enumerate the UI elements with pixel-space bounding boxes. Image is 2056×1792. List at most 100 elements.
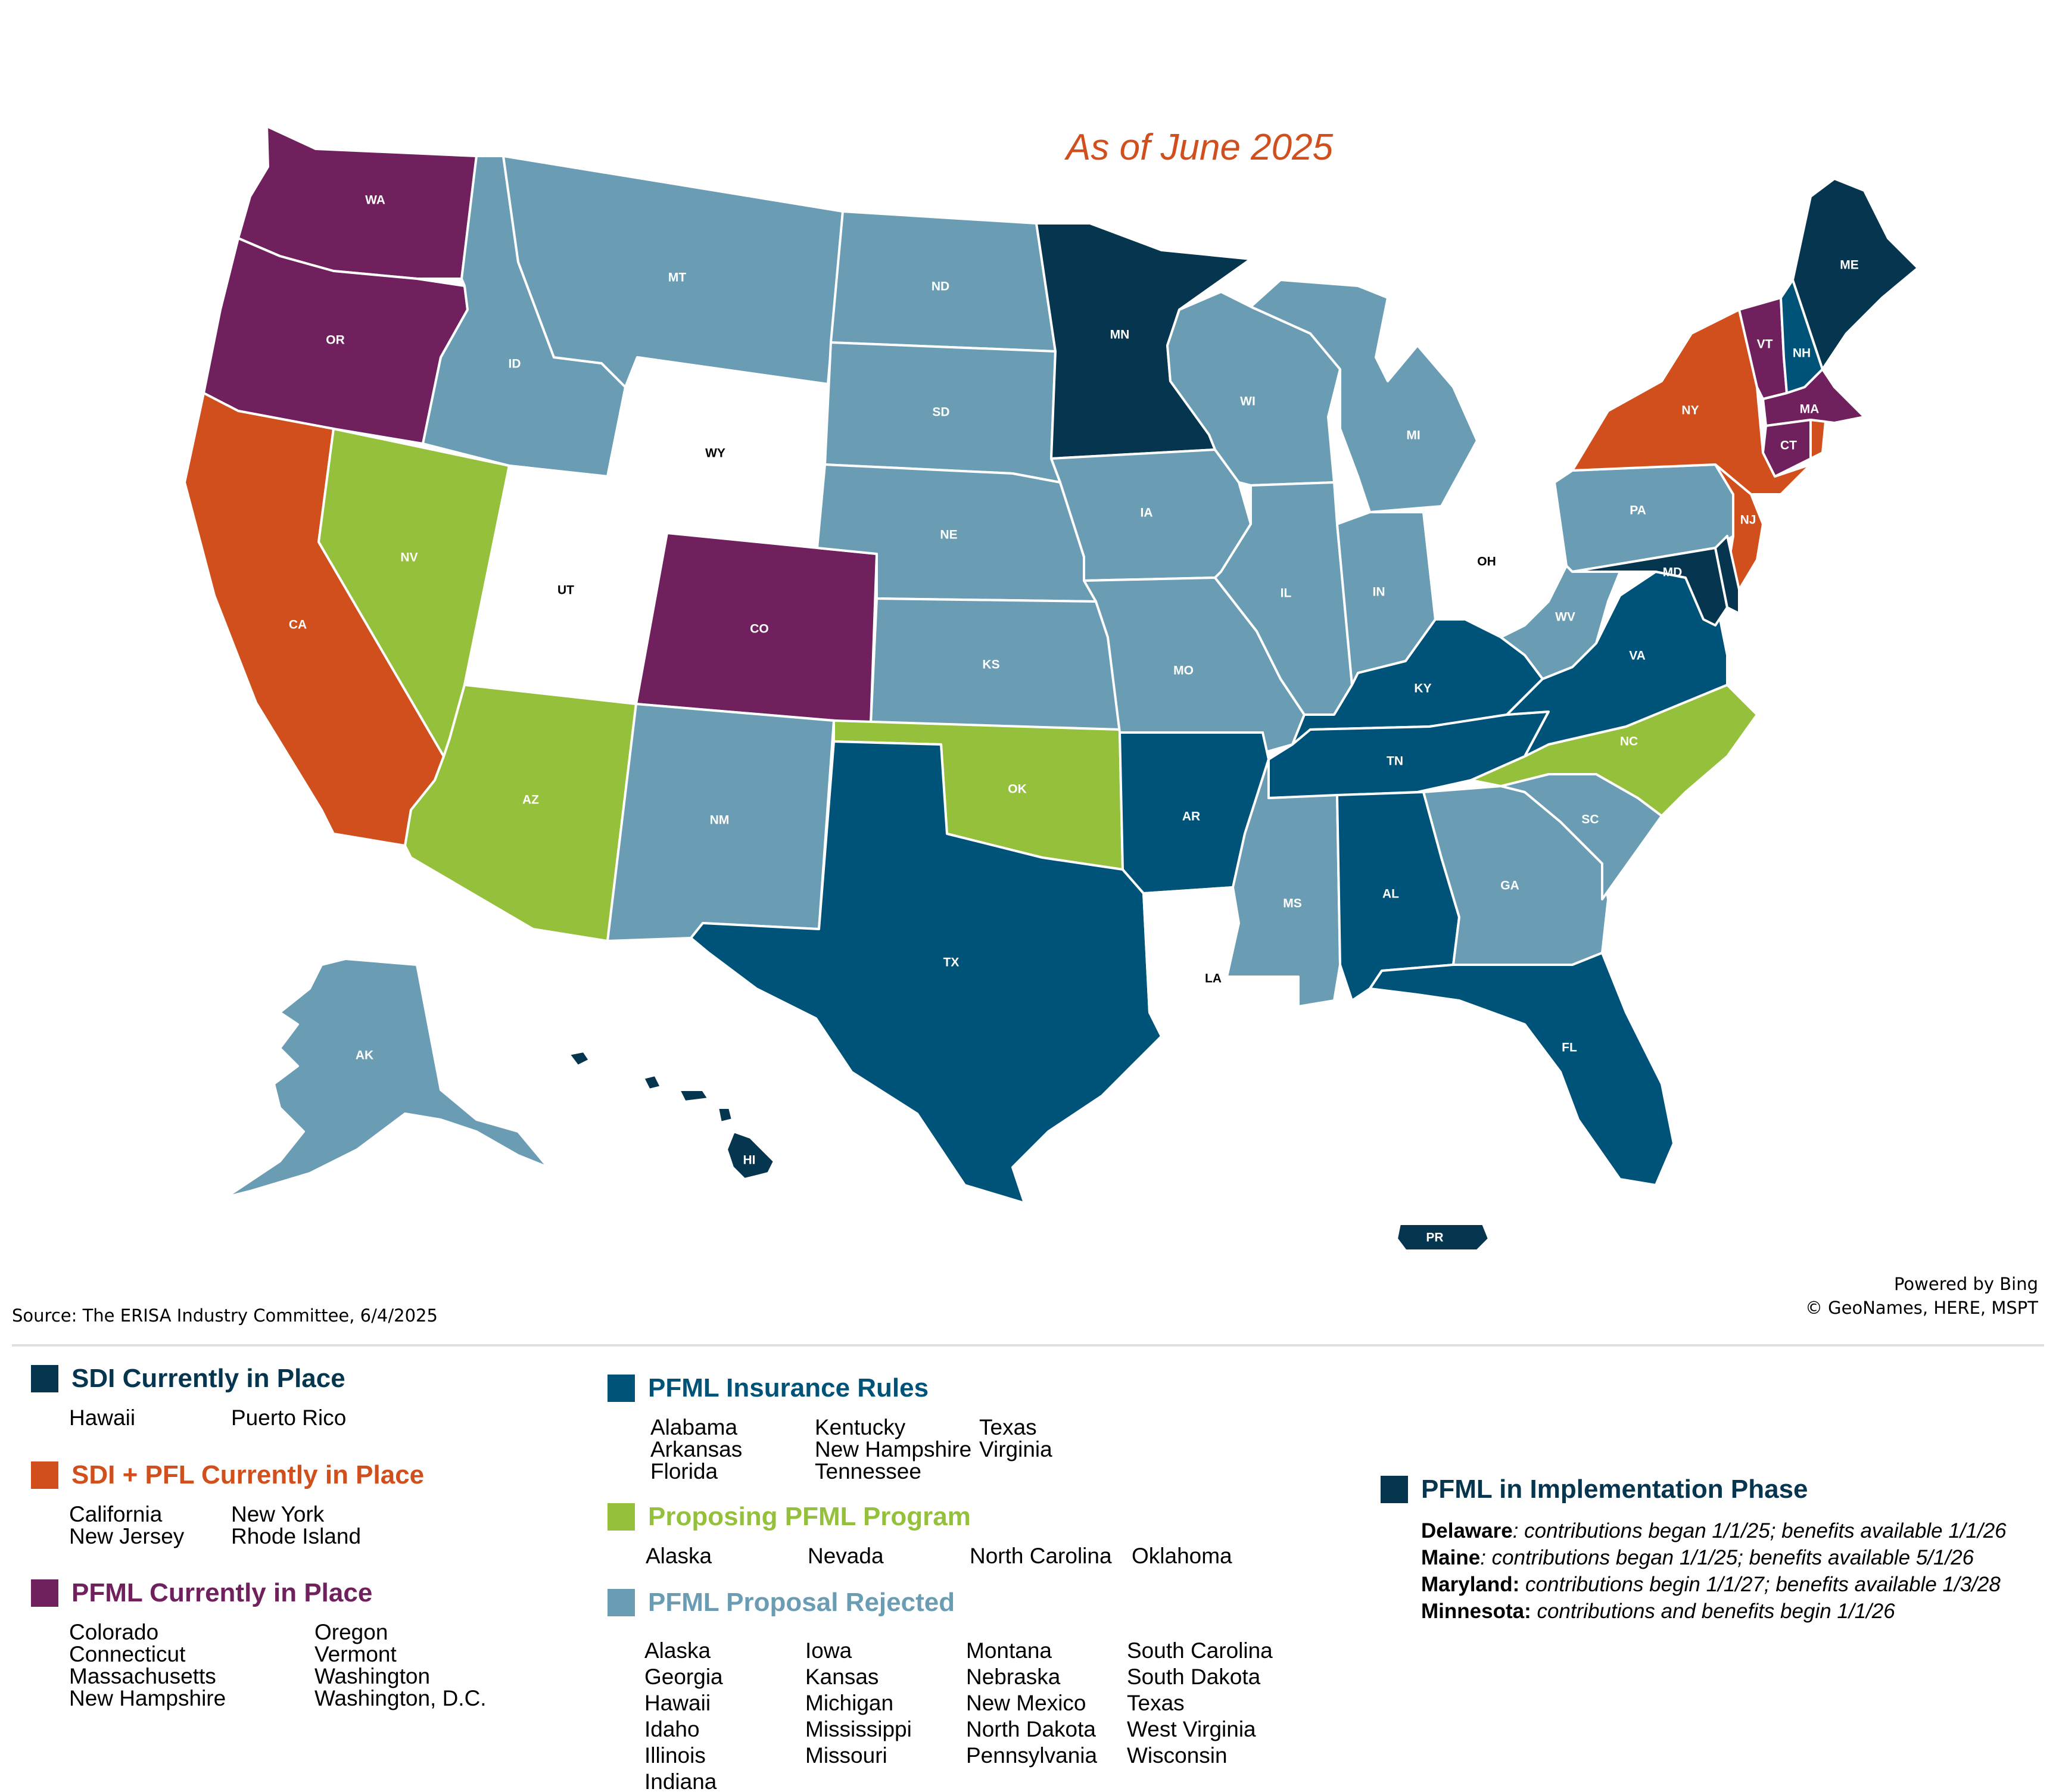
legend-item: New Hampshire	[815, 1437, 972, 1461]
legend-swatch	[608, 1589, 635, 1616]
legend-item: Connecticut	[69, 1642, 186, 1666]
legend-item: Iowa	[805, 1638, 852, 1663]
label-OK: OK	[1008, 783, 1027, 796]
legend-item: Oklahoma	[1132, 1544, 1232, 1568]
label-KY: KY	[1414, 682, 1431, 696]
label-TN: TN	[1387, 755, 1403, 768]
legend-list: California New Jersey New York Rhode Isl…	[31, 1503, 424, 1547]
legend-item: Michigan	[805, 1691, 894, 1715]
label-IN: IN	[1373, 585, 1385, 599]
legend-item: New Mexico	[966, 1691, 1086, 1715]
legend-item: Florida	[650, 1459, 718, 1484]
legend-item: Wisconsin	[1127, 1743, 1228, 1768]
label-HI: HI	[743, 1154, 756, 1167]
label-PR: PR	[1426, 1231, 1443, 1245]
label-MS: MS	[1283, 897, 1302, 911]
label-WY: WY	[705, 447, 725, 460]
label-LA: LA	[1205, 972, 1222, 986]
legend-item: Indiana	[644, 1769, 717, 1792]
legend-list: Alabama Arkansas Florida Kentucky New Ha…	[608, 1416, 1052, 1482]
implementation-state: Maine	[1421, 1546, 1481, 1569]
legend-title: SDI Currently in Place	[71, 1364, 345, 1393]
legend-item: New Jersey	[69, 1524, 185, 1548]
implementation-state: Minnesota:	[1421, 1600, 1531, 1623]
state-PR	[1395, 1223, 1490, 1252]
legend-item: Arkansas	[650, 1437, 743, 1461]
legend-item: Hawaii	[644, 1691, 711, 1715]
legend-sdi-pfl: SDI + PFL Currently in Place California …	[31, 1460, 424, 1547]
label-TX: TX	[943, 956, 960, 970]
label-NJ: NJ	[1740, 513, 1756, 527]
label-AK: AK	[356, 1049, 373, 1062]
label-CO: CO	[750, 622, 769, 636]
state-TX	[690, 740, 1163, 1204]
implementation-detail: : contributions began 1/1/25; benefits a…	[1512, 1519, 2007, 1542]
legend-item: Washington	[314, 1664, 431, 1688]
legend-list: Colorado Connecticut Massachusetts New H…	[31, 1621, 487, 1709]
label-VA: VA	[1629, 649, 1646, 663]
legend-item: Colorado	[69, 1620, 159, 1644]
legend-swatch	[1381, 1476, 1408, 1503]
state-labels: WA OR CA NV ID MT WY UT AZ CO NM ND SD N…	[289, 194, 1859, 1245]
copyright-text: © GeoNames, HERE, MSPT	[1805, 1298, 2038, 1318]
implementation-details: Delaware: contributions began 1/1/25; be…	[1381, 1517, 2007, 1625]
legend-item: Texas	[1127, 1691, 1185, 1715]
label-OR: OR	[326, 334, 345, 347]
label-SC: SC	[1581, 813, 1599, 827]
legend-swatch	[608, 1375, 635, 1402]
legend-item: Alaska	[644, 1638, 711, 1663]
legend-item: California	[69, 1502, 163, 1526]
legend-item: Massachusetts	[69, 1664, 216, 1688]
implementation-detail: contributions begin 1/1/27; benefits ava…	[1519, 1573, 2001, 1596]
legend-list: Alaska Georgia Hawaii Idaho Illinois Ind…	[608, 1638, 1273, 1792]
legend-item: Georgia	[644, 1665, 723, 1689]
label-NE: NE	[940, 528, 957, 542]
label-IL: IL	[1281, 587, 1292, 600]
state-FL	[1369, 952, 1675, 1186]
label-ME: ME	[1840, 258, 1859, 272]
label-KS: KS	[982, 658, 999, 672]
legend-item: North Dakota	[966, 1717, 1096, 1741]
legend-title: PFML in Implementation Phase	[1421, 1475, 1808, 1504]
legend-item: Missouri	[805, 1743, 887, 1768]
legend-item: Hawaii	[69, 1405, 136, 1430]
label-MI: MI	[1406, 429, 1420, 442]
label-CT: CT	[1780, 439, 1797, 453]
legend-item: North Carolina	[970, 1544, 1112, 1568]
us-pfml-map: WA OR CA NV ID MT WY UT AZ CO NM ND SD N…	[183, 125, 1919, 1252]
label-NC: NC	[1620, 735, 1638, 749]
legend-item: Washington, D.C.	[314, 1686, 487, 1710]
state-IL	[1214, 481, 1353, 716]
label-SD: SD	[932, 406, 949, 419]
state-ME	[1792, 177, 1919, 370]
legend-item: South Carolina	[1127, 1638, 1273, 1663]
implementation-row: Maryland: contributions begin 1/1/27; be…	[1421, 1571, 2007, 1598]
legend-item: Pennsylvania	[966, 1743, 1098, 1768]
label-NY: NY	[1681, 404, 1699, 417]
legend-title: PFML Proposal Rejected	[648, 1588, 955, 1617]
legend-item: Alaska	[646, 1544, 712, 1568]
implementation-state: Maryland:	[1421, 1573, 1520, 1596]
legend-rejected: PFML Proposal Rejected Alaska Georgia Ha…	[608, 1588, 1273, 1792]
legend-item: Tennessee	[815, 1459, 921, 1484]
label-ND: ND	[932, 280, 949, 294]
legend-item: Nevada	[808, 1544, 884, 1568]
legend-item: New York	[231, 1502, 325, 1526]
label-MD: MD	[1663, 566, 1683, 579]
legend-item: Texas	[979, 1415, 1037, 1439]
label-NM: NM	[710, 814, 730, 827]
legend-divider	[12, 1344, 2044, 1347]
legend-insurance-rules: PFML Insurance Rules Alabama Arkansas Fl…	[608, 1373, 1052, 1482]
legend-title: SDI + PFL Currently in Place	[71, 1460, 425, 1489]
label-WV: WV	[1555, 610, 1575, 624]
legend-item: Mississippi	[805, 1717, 912, 1741]
label-MN: MN	[1110, 328, 1130, 342]
label-CA: CA	[289, 618, 307, 632]
legend-item: Vermont	[314, 1642, 397, 1666]
state-AK	[225, 958, 549, 1198]
implementation-row: Maine: contributions began 1/1/25; benef…	[1421, 1544, 2007, 1571]
legend-item: Illinois	[644, 1743, 706, 1768]
label-FL: FL	[1562, 1041, 1577, 1055]
implementation-row: Minnesota: contributions and benefits be…	[1421, 1598, 2007, 1625]
legend-pfml-in-place: PFML Currently in Place Colorado Connect…	[31, 1578, 487, 1709]
